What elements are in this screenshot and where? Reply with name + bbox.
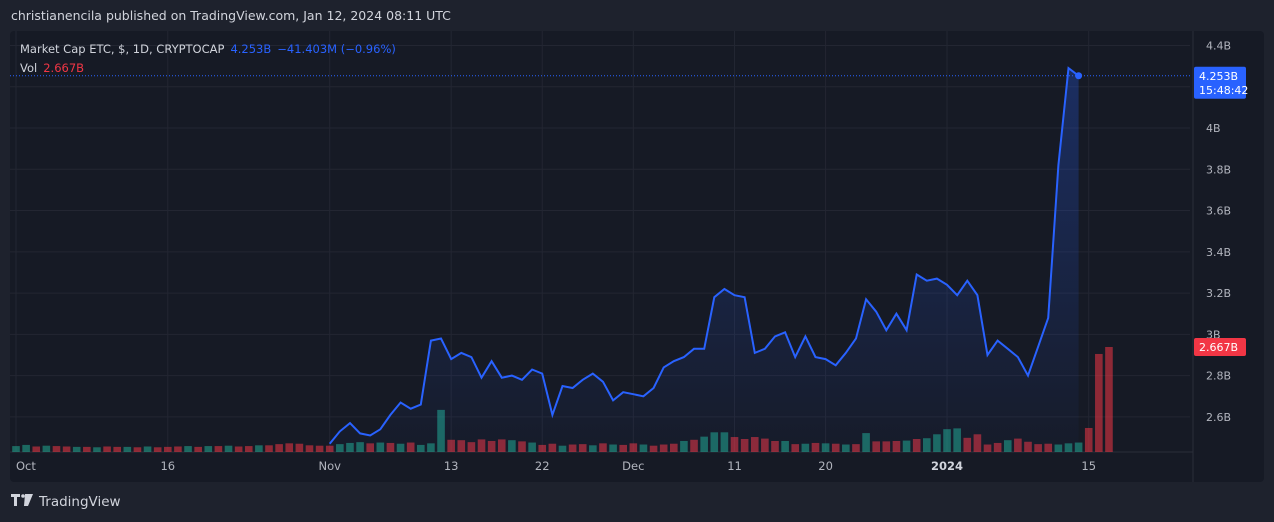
y-tick-label: 3.2B (1206, 287, 1231, 300)
x-axis: Oct 16 Nov 13 22 Dec 11 20 2024 15 (16, 459, 1096, 473)
price-tag: 4.253B 15:48:42 (1194, 66, 1248, 99)
volume-bar (12, 446, 20, 452)
price-area (329, 68, 1079, 452)
last-price-dot (1075, 72, 1083, 80)
x-tick-label: 20 (818, 459, 833, 473)
tradingview-logo-icon (11, 494, 33, 510)
volume-bar (275, 444, 283, 452)
x-tick-label: 13 (444, 459, 459, 473)
volume-bar (52, 446, 61, 452)
y-tick-label: 4.4B (1206, 39, 1231, 52)
volume-bar (174, 446, 182, 452)
footer[interactable]: TradingView (11, 494, 121, 510)
volume-bar (305, 445, 314, 452)
footer-brand: TradingView (39, 494, 121, 510)
price-line (328, 66, 1080, 445)
volume-bar (32, 446, 41, 452)
volume-bar (1074, 442, 1083, 452)
y-tick-label: 3.6B (1206, 205, 1231, 218)
volume-bar (123, 446, 132, 452)
volume-bar (22, 444, 30, 452)
legend-symbol[interactable]: Market Cap ETC, $, 1D, CRYPTOCAP (20, 42, 225, 56)
volume-bar (1095, 353, 1103, 452)
x-tick-label: Dec (622, 459, 644, 473)
volume-bar (1084, 427, 1093, 452)
x-tick-label: 22 (535, 459, 550, 473)
volume-bar (214, 446, 223, 452)
x-tick-label: Nov (318, 459, 341, 473)
volume-bar (295, 443, 304, 452)
volume-bar (153, 447, 162, 452)
volume-bar (164, 446, 172, 452)
volume-bar (143, 446, 152, 452)
volume-bar (204, 446, 213, 452)
vol-tag-value: 2.667B (1199, 341, 1238, 354)
y-tick-label: 4B (1206, 122, 1221, 135)
volume-bar (83, 446, 91, 452)
x-tick-label: Oct (16, 459, 36, 473)
volume-bar (113, 446, 121, 452)
legend-vol-value: 2.667B (43, 61, 85, 75)
volume-bar (315, 445, 324, 452)
y-tick-label: 3.8B (1206, 163, 1231, 176)
volume-bar (42, 445, 51, 452)
volume-bar (93, 447, 101, 452)
x-tick-label: 11 (727, 459, 742, 473)
y-tick-label: 2.6B (1206, 411, 1231, 424)
y-tick-label: 3.4B (1206, 246, 1231, 259)
volume-bar (133, 447, 142, 452)
published-header: christianencila published on TradingView… (11, 8, 451, 23)
volume-bar (184, 446, 192, 452)
volume-bar (62, 446, 71, 452)
volume-bar (1105, 347, 1113, 452)
x-tick-label: 2024 (931, 459, 963, 473)
legend-change: −41.403M (−0.96%) (277, 42, 396, 56)
volume-bar (72, 446, 81, 452)
volume-bar (103, 446, 111, 452)
volume-bar (234, 446, 243, 452)
volume-bar (244, 446, 253, 452)
vol-tag: 2.667B (1194, 338, 1246, 356)
volume-bar (255, 445, 263, 452)
volume-bar (194, 446, 202, 452)
legend-price: 4.253B (230, 42, 272, 56)
chart-legend: Market Cap ETC, $, 1D, CRYPTOCAP 4.253B −4… (20, 40, 396, 78)
volume-bar (265, 445, 273, 452)
y-tick-label: 2.8B (1206, 370, 1231, 383)
price-tag-value: 4.253B (1199, 70, 1238, 83)
x-tick-label: 15 (1081, 459, 1096, 473)
legend-vol-label[interactable]: Vol (20, 61, 38, 75)
price-tag-countdown: 15:48:42 (1199, 84, 1248, 97)
x-tick-label: 16 (160, 459, 175, 473)
volume-bar (224, 445, 233, 452)
volume-bar (285, 443, 294, 452)
